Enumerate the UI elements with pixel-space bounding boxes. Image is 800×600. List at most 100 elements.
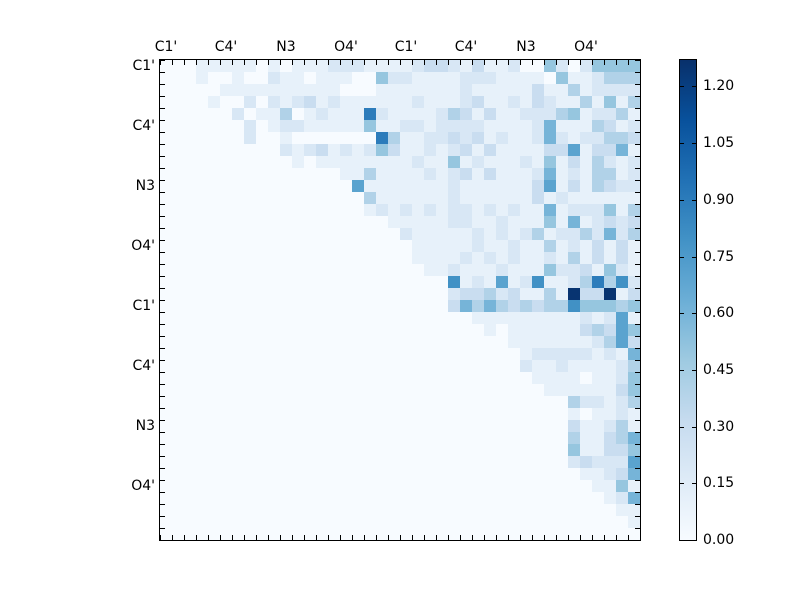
heatmap-cell <box>508 228 520 240</box>
heatmap-cell <box>496 300 508 312</box>
heatmap-cell <box>280 132 292 144</box>
axis-tick <box>160 456 165 457</box>
axis-tick <box>640 535 641 540</box>
heatmap-cell <box>244 120 256 132</box>
heatmap-cell <box>520 312 532 324</box>
axis-tick <box>635 372 640 373</box>
axis-tick <box>364 60 365 65</box>
axis-tick <box>160 384 165 385</box>
heatmap-cell <box>352 96 364 108</box>
heatmap-cell <box>448 240 460 252</box>
colorbar-tick <box>692 426 696 428</box>
heatmap-cell <box>412 168 424 180</box>
heatmap-cell <box>400 156 412 168</box>
heatmap-cell <box>592 228 604 240</box>
axis-tick <box>388 535 389 540</box>
heatmap-cell <box>520 300 532 312</box>
heatmap-cell <box>508 108 520 120</box>
heatmap-cell <box>604 288 616 300</box>
heatmap-cell <box>556 144 568 156</box>
axis-tick <box>640 60 641 65</box>
heatmap-cell <box>208 96 220 108</box>
heatmap-cell <box>352 120 364 132</box>
axis-tick <box>160 480 165 481</box>
heatmap-cell <box>532 372 544 384</box>
heatmap-cell <box>436 168 448 180</box>
axis-tick <box>635 480 640 481</box>
heatmap-cell <box>532 180 544 192</box>
heatmap-cell <box>328 156 340 168</box>
heatmap-cell <box>628 96 640 108</box>
heatmap-cell <box>628 336 640 348</box>
heatmap-cell <box>604 240 616 252</box>
heatmap-cell <box>352 108 364 120</box>
heatmap-cell <box>304 96 316 108</box>
heatmap-cell <box>508 300 520 312</box>
colorbar-tick <box>692 369 696 371</box>
heatmap-cell <box>496 96 508 108</box>
heatmap-cell <box>388 108 400 120</box>
heatmap-cell <box>556 348 568 360</box>
heatmap-cell <box>472 144 484 156</box>
heatmap-cell <box>340 156 352 168</box>
heatmap-cell <box>496 312 508 324</box>
heatmap-cell <box>460 72 472 84</box>
heatmap-cell <box>496 168 508 180</box>
axis-tick <box>635 300 640 301</box>
axis-tick <box>388 60 389 65</box>
axis-tick <box>340 535 341 540</box>
heatmap-cell <box>616 108 628 120</box>
heatmap-cell <box>412 180 424 192</box>
heatmap-cell <box>556 252 568 264</box>
axis-tick <box>635 528 640 529</box>
heatmap-cell <box>580 420 592 432</box>
heatmap-cell <box>376 72 388 84</box>
axis-tick <box>412 60 413 65</box>
heatmap-cell <box>508 276 520 288</box>
heatmap-cell <box>460 216 472 228</box>
axis-tick <box>460 535 461 540</box>
heatmap-cell <box>616 504 628 516</box>
colorbar-tick <box>680 426 684 428</box>
heatmap-cell <box>616 120 628 132</box>
heatmap-cell <box>508 204 520 216</box>
axis-tick <box>556 535 557 540</box>
heatmap-cell <box>568 324 580 336</box>
heatmap-cell <box>616 228 628 240</box>
axis-tick <box>635 204 640 205</box>
heatmap-cell <box>484 144 496 156</box>
heatmap-cell <box>592 168 604 180</box>
heatmap-cell <box>604 144 616 156</box>
heatmap-cell <box>556 372 568 384</box>
heatmap-cell <box>568 312 580 324</box>
heatmap-cell <box>208 60 220 72</box>
heatmap-cell <box>424 216 436 228</box>
heatmap-cell <box>556 204 568 216</box>
heatmap-cell <box>532 72 544 84</box>
heatmap-cell <box>496 204 508 216</box>
heatmap-cell <box>520 216 532 228</box>
axis-tick <box>532 535 533 540</box>
heatmap-cell <box>568 396 580 408</box>
heatmap-cell <box>592 84 604 96</box>
heatmap-cell <box>388 180 400 192</box>
heatmap-cell <box>292 84 304 96</box>
heatmap-cell <box>388 144 400 156</box>
heatmap-cell <box>364 192 376 204</box>
axis-tick <box>196 60 197 65</box>
heatmap-cell <box>412 228 424 240</box>
heatmap-cell <box>616 432 628 444</box>
heatmap-cell <box>436 108 448 120</box>
heatmap-cell <box>580 108 592 120</box>
heatmap-cell <box>628 384 640 396</box>
heatmap-cell <box>244 96 256 108</box>
heatmap-cell <box>628 504 640 516</box>
heatmap-cell <box>316 72 328 84</box>
heatmap-cell <box>400 228 412 240</box>
heatmap-cell <box>592 444 604 456</box>
heatmap-cell <box>484 264 496 276</box>
heatmap-cell <box>544 228 556 240</box>
heatmap-cell <box>364 60 376 72</box>
heatmap-cell <box>604 324 616 336</box>
heatmap-cell <box>604 72 616 84</box>
